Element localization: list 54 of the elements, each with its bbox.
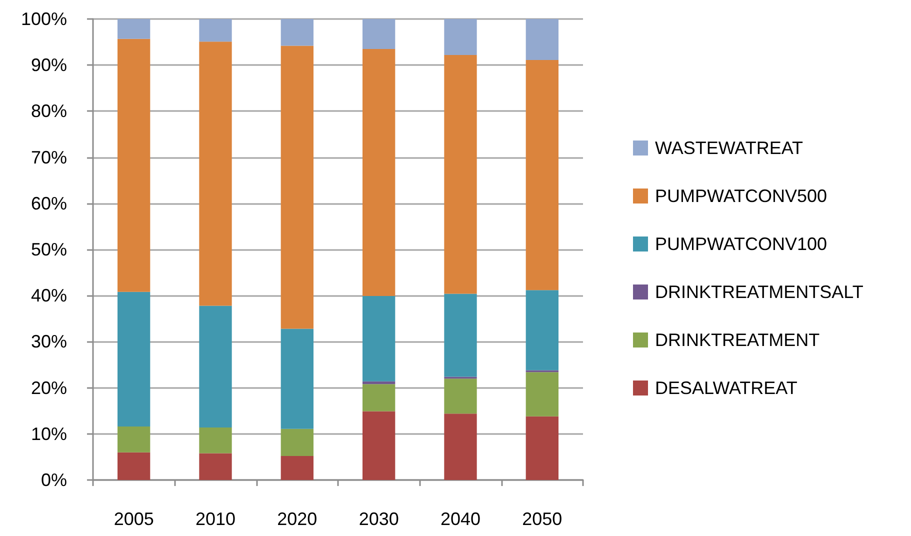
bar bbox=[444, 378, 477, 414]
x-tick-label: 2050 bbox=[522, 509, 562, 529]
y-tick-label: 0% bbox=[40, 470, 67, 490]
bar bbox=[199, 427, 232, 454]
bar bbox=[280, 19, 314, 46]
y-tick-label: 70% bbox=[30, 147, 67, 168]
bar bbox=[199, 19, 232, 42]
bar bbox=[444, 54, 477, 294]
legend-label: DRINKTREATMENT bbox=[655, 330, 820, 350]
bar bbox=[199, 42, 232, 306]
x-tick-label: 2005 bbox=[114, 509, 154, 529]
x-tick-label: 2020 bbox=[277, 509, 318, 529]
y-tick-label: 100% bbox=[20, 9, 67, 29]
bar bbox=[199, 453, 232, 480]
x-tick-label: 2040 bbox=[440, 509, 481, 529]
y-tick-label: 50% bbox=[30, 240, 67, 260]
bar bbox=[526, 19, 558, 60]
bar bbox=[118, 38, 150, 292]
bar bbox=[362, 381, 396, 384]
y-tick-label: 80% bbox=[30, 101, 67, 122]
legend-label: PUMPWATCONV100 bbox=[655, 234, 828, 254]
bar bbox=[118, 452, 150, 480]
y-tick-label: 60% bbox=[30, 193, 67, 214]
y-tick-label: 10% bbox=[30, 424, 67, 444]
bar bbox=[362, 296, 396, 382]
y-tick-label: 90% bbox=[30, 55, 67, 76]
bar bbox=[526, 60, 558, 290]
bar bbox=[118, 426, 150, 452]
bar bbox=[526, 416, 558, 480]
legend-label: DESALWATREAT bbox=[655, 378, 798, 398]
legend-label: DRINKTREATMENTSALT bbox=[655, 282, 864, 302]
bar bbox=[280, 328, 314, 429]
y-tick-label: 40% bbox=[30, 286, 67, 306]
legend-label: PUMPWATCONV500 bbox=[655, 186, 828, 206]
y-tick-label: 30% bbox=[30, 332, 67, 352]
legend-label: WASTEWATREAT bbox=[655, 138, 803, 158]
bar bbox=[444, 19, 477, 55]
bar bbox=[444, 414, 477, 480]
x-tick-label: 2010 bbox=[195, 509, 236, 529]
y-tick-label: 20% bbox=[30, 378, 67, 398]
bar bbox=[199, 306, 232, 428]
bar bbox=[280, 428, 314, 456]
bar bbox=[526, 372, 558, 416]
bar bbox=[362, 411, 396, 480]
bar bbox=[118, 292, 150, 427]
bar bbox=[118, 19, 150, 39]
bar bbox=[444, 294, 477, 377]
bar bbox=[362, 48, 396, 296]
bar bbox=[362, 384, 396, 412]
bar bbox=[280, 456, 314, 480]
x-tick-label: 2030 bbox=[358, 509, 399, 529]
bar bbox=[526, 290, 558, 370]
bar bbox=[280, 46, 314, 329]
bar bbox=[362, 19, 396, 49]
